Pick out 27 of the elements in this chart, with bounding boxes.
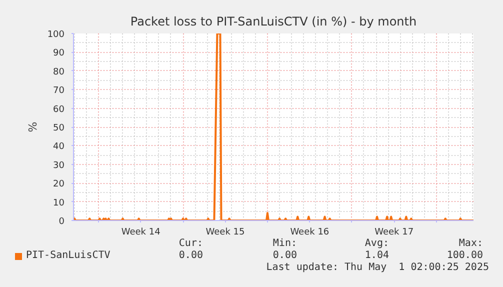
- x-tick-label: Week 15: [206, 228, 245, 238]
- text: 0.00: [272, 250, 297, 262]
- x-tick-label: Week 14: [121, 228, 161, 238]
- y-tick-label: 20: [53, 180, 65, 190]
- text: 100.00: [446, 250, 483, 262]
- legend-label: PIT-SanLuisCTV: [26, 250, 110, 262]
- x-tick-label: Week 16: [290, 228, 330, 238]
- text: Min:: [272, 238, 297, 250]
- text: Avg:: [364, 238, 389, 250]
- y-tick-label: 100: [47, 30, 65, 40]
- y-tick-label: 10: [53, 198, 65, 208]
- text: 1.04: [364, 250, 389, 262]
- y-tick-label: 40: [53, 142, 65, 152]
- text: 0.00: [178, 250, 203, 262]
- y-tick-label: 60: [53, 104, 65, 115]
- y-tick-label: 70: [53, 86, 65, 96]
- chart-title: Packet loss to PIT-SanLuisCTV (in %) - by month: [130, 14, 417, 28]
- y-axis-title: %: [26, 122, 40, 132]
- y-tick-label: 0: [58, 217, 65, 227]
- y-tick-label: 80: [53, 67, 65, 78]
- y-tick-label: 90: [53, 48, 65, 59]
- y-tick-label: 50: [53, 124, 65, 134]
- text: Last update: Thu May 1 02:00:25 2025: [266, 262, 489, 274]
- text: Cur:: [178, 238, 203, 250]
- x-tick-label: Week 17: [374, 228, 414, 238]
- text: Max:: [458, 238, 483, 250]
- y-tick-label: 30: [53, 160, 65, 171]
